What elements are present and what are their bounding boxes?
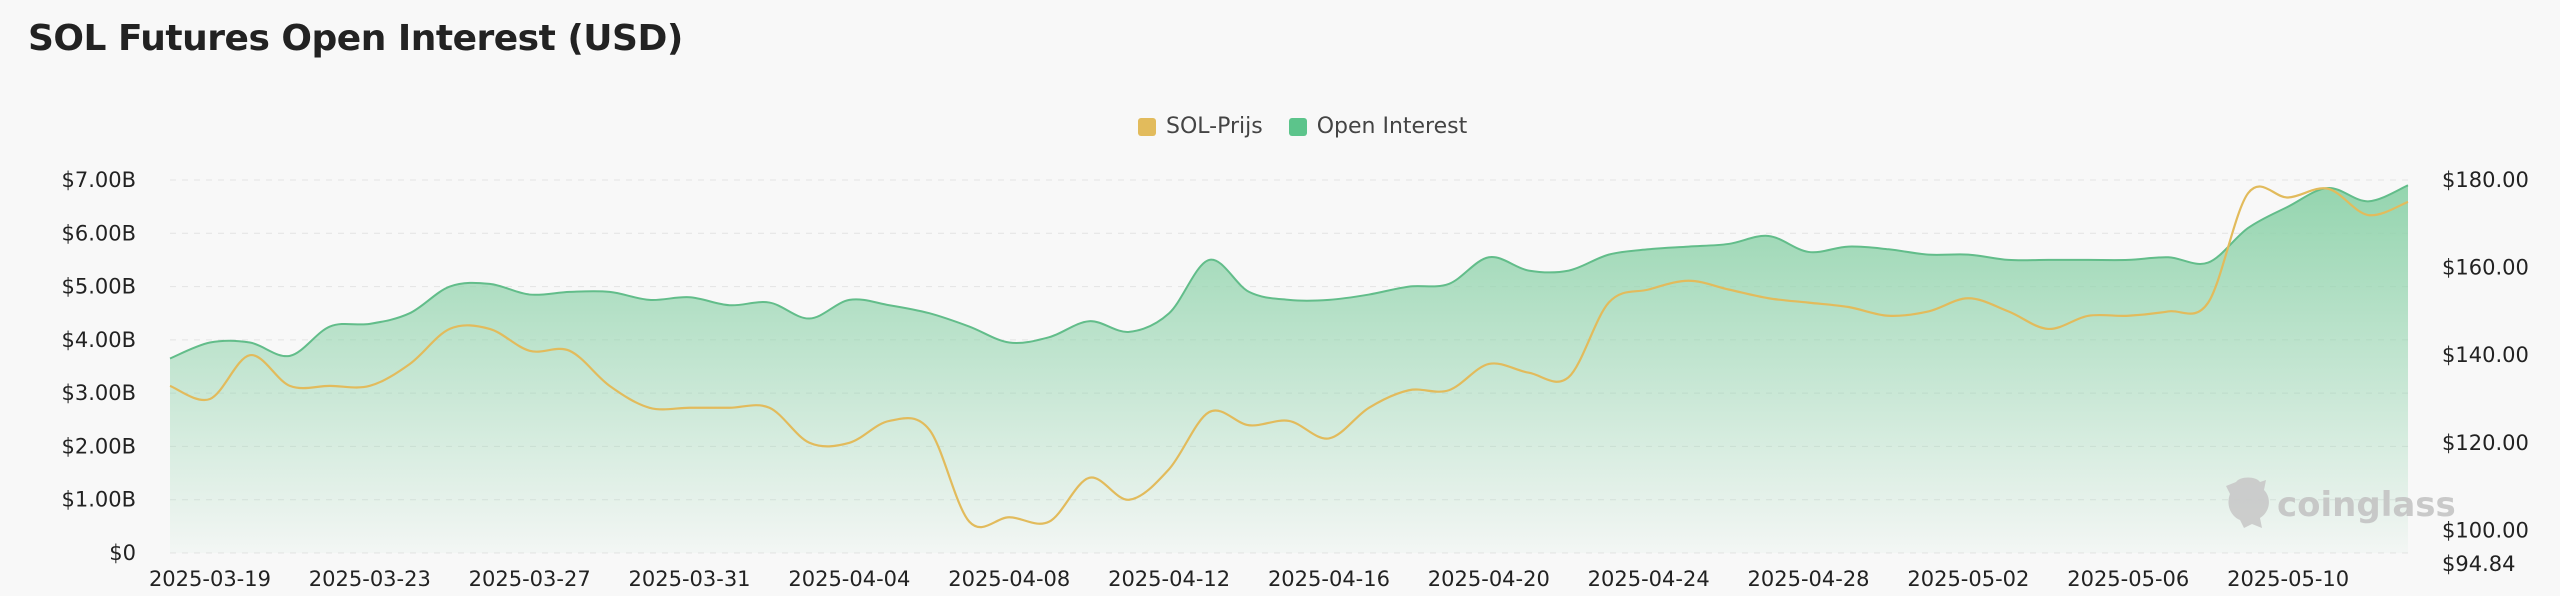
x-tick-label: 2025-04-08	[948, 567, 1070, 591]
legend-item-price[interactable]: SOL-Prijs	[1138, 114, 1263, 139]
legend-label-price: SOL-Prijs	[1166, 114, 1263, 139]
y-left-tick-label: $0	[109, 541, 136, 565]
x-tick-label: 2025-04-12	[1108, 567, 1230, 591]
x-tick-label: 2025-05-02	[1907, 567, 2029, 591]
x-tick-label: 2025-05-06	[2067, 567, 2189, 591]
y-left-tick-label: $1.00B	[61, 488, 136, 512]
x-tick-label: 2025-04-04	[788, 567, 910, 591]
x-tick-label: 2025-04-24	[1588, 567, 1710, 591]
y-right-tick-label: $120.00	[2442, 431, 2529, 455]
legend-item-open-interest[interactable]: Open Interest	[1288, 114, 1468, 139]
x-tick-label: 2025-03-19	[149, 567, 271, 591]
watermark-text: coinglass	[2277, 485, 2456, 525]
chart-legend: SOL-Prijs Open Interest	[1138, 114, 1467, 139]
y-left-tick-label: $4.00B	[61, 328, 136, 352]
y-left-tick-label: $3.00B	[61, 381, 136, 405]
x-tick-label: 2025-03-27	[469, 567, 591, 591]
axes: $0 $1.00B $2.00B $3.00B $4.00B $5.00B $6.00B $7…	[61, 168, 2528, 591]
coinglass-logo-icon	[2226, 477, 2269, 528]
chart-title: SOL Futures Open Interest (USD)	[28, 18, 683, 59]
y-right-tick-label: $180.00	[2442, 168, 2529, 192]
series-area-open-interest	[170, 185, 2408, 554]
x-tick-label: 2025-03-23	[309, 567, 431, 591]
legend-label-open-interest: Open Interest	[1316, 114, 1468, 139]
plot-area	[169, 184, 2409, 554]
y-right-tick-label: $100.00	[2442, 518, 2529, 542]
x-tick-label: 2025-04-20	[1428, 567, 1550, 591]
x-tick-label: 2025-04-28	[1748, 567, 1870, 591]
series-line-open-interest	[169, 184, 2409, 360]
legend-swatch-price	[1138, 117, 1156, 136]
y-right-tick-label: $160.00	[2442, 256, 2529, 280]
x-tick-label: 2025-05-10	[2227, 567, 2349, 591]
y-left-tick-label: $7.00B	[61, 168, 136, 192]
y-left-tick-label: $2.00B	[61, 434, 136, 458]
y-left-tick-label: $6.00B	[61, 221, 136, 245]
x-tick-label: 2025-03-31	[629, 567, 751, 591]
legend-swatch-open-interest	[1288, 117, 1307, 136]
x-tick-label: 2025-04-16	[1268, 567, 1390, 591]
series-line-sol-price	[169, 185, 2409, 529]
y-left-tick-label: $5.00B	[61, 275, 136, 299]
y-right-tick-label: $94.84	[2442, 552, 2515, 576]
y-right-tick-label: $140.00	[2442, 343, 2529, 367]
watermark: coinglass	[2226, 477, 2456, 528]
